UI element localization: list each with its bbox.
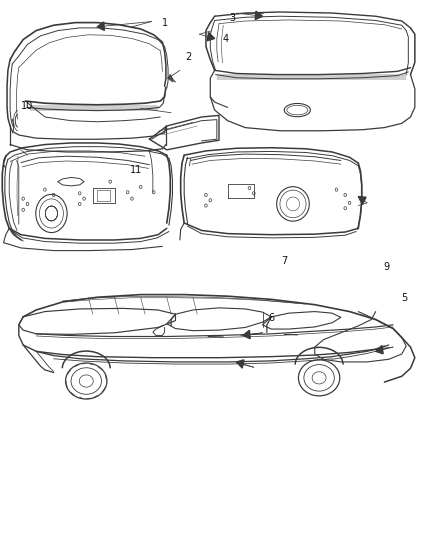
Text: 2: 2 (185, 52, 192, 62)
Text: 10: 10 (21, 101, 34, 111)
Polygon shape (376, 345, 383, 354)
Text: 7: 7 (281, 256, 287, 266)
Text: 5: 5 (401, 293, 407, 303)
Polygon shape (237, 360, 244, 368)
Polygon shape (168, 75, 173, 82)
Text: 9: 9 (384, 262, 390, 271)
Text: 4: 4 (223, 34, 229, 44)
Text: 6: 6 (268, 313, 274, 324)
Text: 11: 11 (130, 165, 142, 175)
Polygon shape (97, 22, 104, 30)
Polygon shape (358, 197, 366, 205)
Text: 3: 3 (229, 13, 235, 23)
Text: 1: 1 (162, 18, 168, 28)
Polygon shape (243, 330, 250, 338)
Polygon shape (255, 11, 262, 20)
Polygon shape (207, 33, 215, 41)
